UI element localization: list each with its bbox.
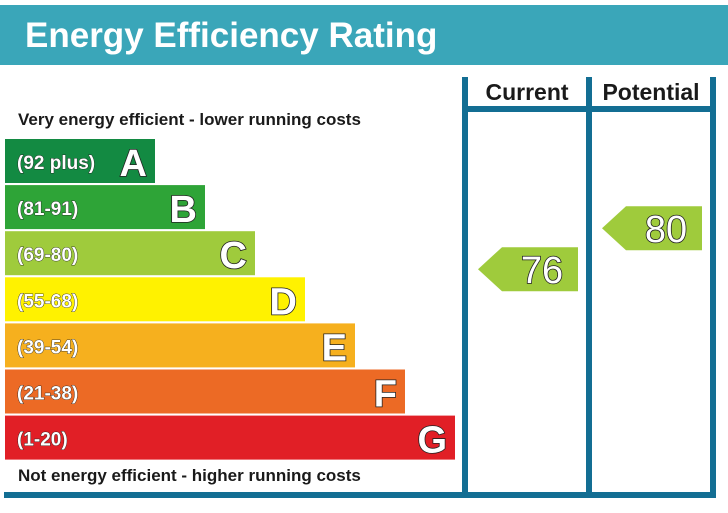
header-underline [462, 106, 716, 112]
band-e-range: (39-54) [17, 337, 78, 358]
frame-line-left [462, 77, 468, 495]
band-a-bar [5, 139, 155, 183]
frame-line-right [710, 77, 716, 495]
top-note: Very energy efficient - lower running co… [18, 110, 361, 129]
band-b-bar [5, 185, 205, 230]
band-a-letter: A [120, 143, 147, 185]
frame-line-middle [586, 77, 592, 495]
band-g-bar [5, 415, 455, 460]
band-b-range: (81-91) [17, 199, 78, 220]
band-d-range: (55-68) [17, 291, 78, 312]
band-b-letter: B [170, 189, 197, 231]
band-g-range: (1-20) [17, 430, 68, 451]
column-header-potential: Potential [602, 79, 700, 105]
chart-title: Energy Efficiency Rating [25, 16, 438, 55]
bottom-note: Not energy efficient - higher running co… [18, 466, 361, 485]
current-rating-arrow [478, 247, 578, 292]
band-e-letter: E [322, 327, 347, 369]
potential-rating-arrow [602, 206, 702, 251]
band-g-letter: G [417, 420, 447, 462]
column-header-current: Current [485, 79, 569, 105]
band-c-bar [5, 231, 255, 276]
bottom-line [4, 492, 716, 498]
band-a-range: (92 plus) [17, 153, 95, 174]
band-f-letter: F [374, 374, 397, 416]
band-d-letter: D [270, 281, 297, 323]
band-c-letter: C [220, 235, 247, 277]
band-f-bar [5, 369, 405, 414]
band-f-range: (21-38) [17, 384, 78, 405]
band-d-bar [5, 277, 305, 322]
title-bar: Energy Efficiency Rating [0, 5, 728, 65]
current-rating-value: 76 [521, 250, 563, 292]
band-e-bar [5, 323, 355, 368]
potential-rating-value: 80 [645, 209, 687, 251]
band-c-range: (69-80) [17, 245, 78, 266]
